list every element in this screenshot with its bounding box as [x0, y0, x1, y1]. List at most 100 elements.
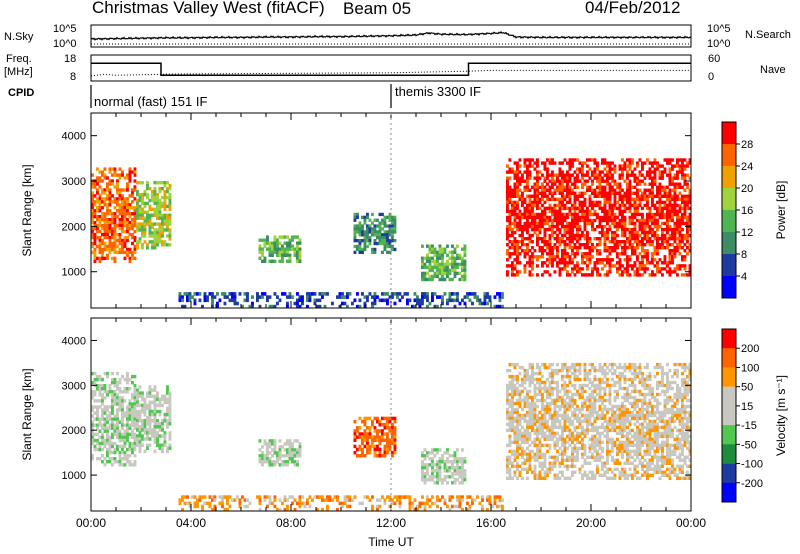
velocity-cell [286, 442, 289, 446]
power-cell [96, 191, 99, 195]
velocity-cell [378, 447, 382, 452]
velocity-cell [528, 464, 532, 468]
velocity-cell [128, 423, 132, 427]
power-cell [683, 173, 687, 177]
power-cell [376, 295, 379, 299]
velocity-cell [588, 404, 592, 409]
power-cell [218, 298, 222, 303]
power-cell [638, 233, 642, 238]
velocity-cell [526, 368, 529, 373]
velocity-cell [386, 426, 389, 430]
velocity-cell [556, 362, 559, 367]
velocity-cell [571, 434, 574, 439]
power-cell [531, 221, 534, 226]
velocity-cell [508, 443, 512, 448]
velocity-cell [148, 415, 152, 420]
power-cell [531, 258, 534, 262]
power-cell [531, 227, 534, 232]
velocity-cell [593, 404, 597, 409]
power-cell [653, 212, 657, 217]
velocity-cell [528, 467, 532, 471]
velocity-cell [358, 416, 362, 421]
velocity-cell [463, 478, 467, 482]
velocity-cell [106, 435, 109, 440]
velocity-cell [573, 374, 577, 379]
velocity-cell [91, 423, 94, 427]
velocity-cell [121, 408, 124, 412]
power-cell [623, 206, 627, 211]
power-cell [681, 161, 684, 165]
power-cell [158, 207, 162, 211]
power-cell [583, 200, 587, 205]
power-cell [516, 212, 519, 217]
power-cell [363, 301, 367, 306]
velocity-cell [266, 445, 269, 449]
velocity-cell [538, 383, 542, 388]
velocity-cell [101, 408, 104, 412]
power-cell [276, 247, 279, 251]
power-cell [573, 191, 577, 195]
power-cell [581, 252, 584, 256]
power-cell [541, 188, 544, 192]
power-cell [548, 246, 552, 250]
power-cell [98, 221, 102, 225]
power-cell [158, 237, 162, 241]
velocity-cell [146, 406, 149, 411]
power-cell [538, 246, 542, 250]
power-cell [166, 195, 169, 200]
power-cell [531, 158, 534, 162]
velocity-cell [516, 407, 519, 412]
velocity-cell [541, 407, 544, 412]
velocity-cell [558, 407, 562, 412]
power-cell [636, 273, 639, 277]
power-cell [541, 246, 544, 250]
power-cell [553, 218, 557, 223]
velocity-cell [523, 404, 527, 409]
power-cell [108, 250, 112, 255]
power-cell [161, 204, 164, 209]
power-cell [636, 270, 639, 274]
velocity-cell [508, 401, 512, 406]
power-cell [611, 258, 614, 262]
power-cell [448, 262, 452, 267]
velocity-cell [516, 464, 519, 468]
power-cell [568, 200, 572, 205]
power-cell [668, 194, 672, 198]
velocity-cell [523, 440, 527, 445]
power-cell [608, 246, 612, 250]
power-cell [626, 173, 629, 177]
velocity-cell [586, 461, 589, 465]
power-cell [511, 230, 514, 235]
velocity-cell [453, 472, 457, 476]
power-cell [641, 173, 644, 177]
velocity-cell [526, 377, 529, 382]
power-cell [163, 216, 167, 220]
velocity-cell [123, 414, 127, 418]
velocity-cell [561, 449, 564, 454]
power-cell [548, 218, 552, 223]
velocity-cell [93, 444, 97, 449]
power-cell [613, 197, 617, 202]
power-cell [451, 265, 454, 270]
power-cell [441, 274, 444, 279]
velocity-cell [518, 446, 522, 451]
power-cell [666, 194, 669, 198]
power-cell [681, 170, 684, 174]
power-cell [93, 221, 97, 225]
power-cell [518, 270, 522, 274]
nsky-tick-top: 10^5 [53, 23, 77, 35]
power-cell [573, 194, 577, 198]
velocity-cell [131, 374, 134, 379]
power-cell [611, 240, 614, 244]
power-cell [526, 206, 529, 211]
power-cell [658, 215, 662, 220]
velocity-cell [111, 450, 114, 455]
power-cell [566, 200, 569, 205]
power-cell [91, 244, 94, 249]
velocity-cell [273, 451, 277, 455]
velocity-cell [383, 416, 387, 421]
velocity-cell [548, 464, 552, 468]
power-cell [473, 292, 477, 296]
power-cell [673, 164, 677, 168]
power-cell [671, 188, 674, 192]
